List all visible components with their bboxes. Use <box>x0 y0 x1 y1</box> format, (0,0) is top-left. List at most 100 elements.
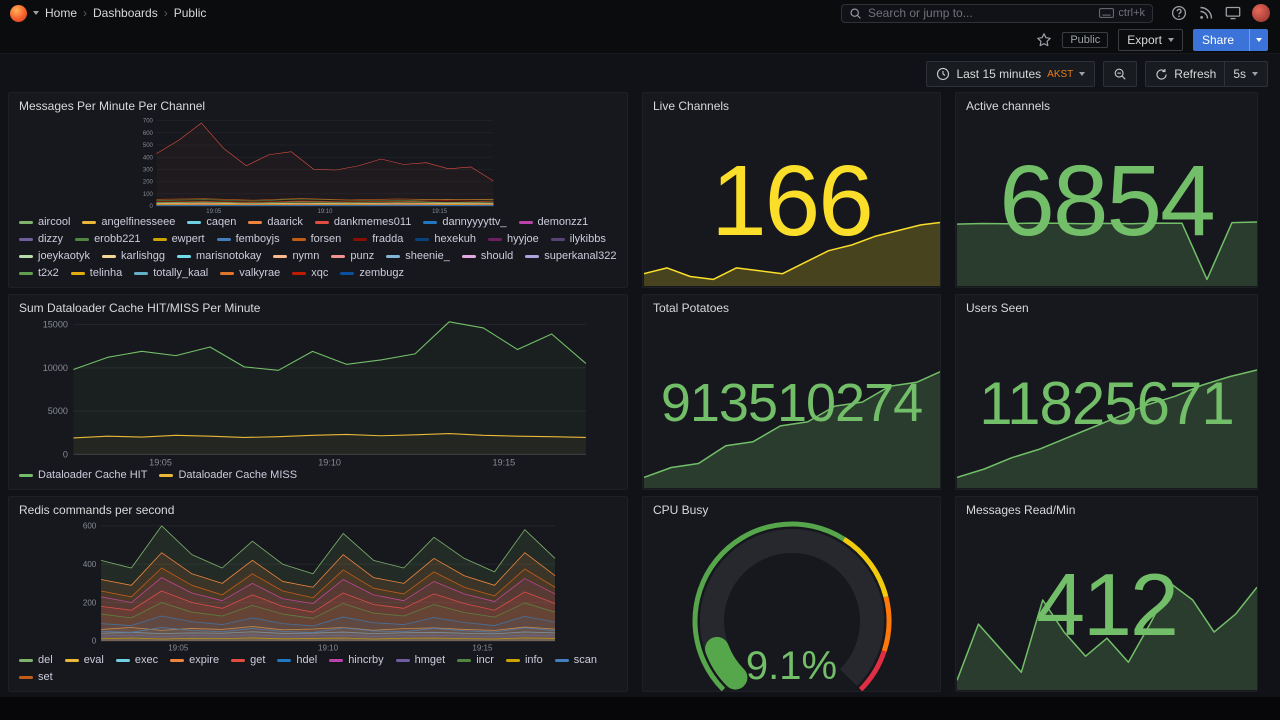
legend-item[interactable]: t2x2 <box>19 266 59 281</box>
legend-item[interactable]: valkyrae <box>220 266 280 281</box>
legend-item[interactable]: fradda <box>353 232 403 247</box>
legend-swatch <box>505 659 520 662</box>
legend-item[interactable]: aircool <box>19 215 70 230</box>
panel-title[interactable]: Redis commands per second <box>19 503 175 517</box>
legend-label: forsen <box>310 233 342 245</box>
legend-label: marisnotokay <box>196 250 262 262</box>
legend-item[interactable]: info <box>505 653 543 668</box>
legend-item[interactable]: ilykibbs <box>550 232 606 247</box>
panel-title[interactable]: Active channels <box>966 99 1051 113</box>
panel-title[interactable]: Users Seen <box>966 301 1029 315</box>
legend-label: hmget <box>414 654 446 666</box>
svg-text:19:10: 19:10 <box>317 209 333 215</box>
share-menu-toggle[interactable] <box>1249 28 1268 51</box>
zoom-out-button[interactable] <box>1103 61 1138 87</box>
search-input[interactable]: Search or jump to... ctrl+k <box>841 3 1153 23</box>
legend-item[interactable]: marisnotokay <box>177 249 261 264</box>
panel-title[interactable]: CPU Busy <box>653 503 709 517</box>
share-button[interactable]: Share <box>1192 28 1268 51</box>
legend-item[interactable]: hmget <box>395 653 446 668</box>
legend-label: hincrby <box>348 654 384 666</box>
svg-text:100: 100 <box>143 192 154 198</box>
legend-label: exec <box>134 654 159 666</box>
legend-item[interactable]: femboyjs <box>216 232 280 247</box>
dashboard-tag[interactable]: Public <box>1062 31 1109 48</box>
legend-item[interactable]: Dataloader Cache HIT <box>19 468 147 483</box>
legend-item[interactable]: zembugz <box>340 266 404 281</box>
legend-item[interactable]: hdel <box>277 653 317 668</box>
breadcrumb-dashboards[interactable]: Dashboards <box>93 6 158 20</box>
legend-item[interactable]: erobb221 <box>75 232 141 247</box>
breadcrumb-public[interactable]: Public <box>173 6 207 20</box>
share-label: Share <box>1201 32 1234 47</box>
refresh-interval[interactable]: 5s <box>1233 67 1246 81</box>
legend-swatch <box>518 221 533 224</box>
news-icon[interactable] <box>1198 5 1214 21</box>
panel-title[interactable]: Sum Dataloader Cache HIT/MISS Per Minute <box>19 301 261 315</box>
chevron-down-icon[interactable] <box>33 11 39 15</box>
legend-item[interactable]: forsen <box>291 232 342 247</box>
svg-text:19:05: 19:05 <box>149 457 172 467</box>
legend-item[interactable]: karlishgg <box>101 249 165 264</box>
time-range-picker[interactable]: Last 15 minutes AKST <box>926 61 1096 87</box>
display-icon[interactable] <box>1225 5 1241 21</box>
legend-item[interactable]: totally_kaal <box>134 266 208 281</box>
chevron-down-icon <box>1079 72 1086 76</box>
legend-item[interactable]: del <box>19 653 53 668</box>
legend-label: ewpert <box>171 233 205 245</box>
messages-per-minute-chart[interactable]: 0 100 200 300 400 500 600 700 19:05 19:10 19:15 <box>11 117 621 215</box>
panel-live-channels: Live Channels 166 <box>642 92 941 288</box>
panel-title[interactable]: Total Potatoes <box>653 301 730 315</box>
legend-item[interactable]: Dataloader Cache MISS <box>159 468 297 483</box>
time-controls: Last 15 minutes AKST Refresh 5s <box>0 54 1280 90</box>
legend-item[interactable]: demonzz1 <box>518 215 588 230</box>
divider <box>1224 62 1226 86</box>
breadcrumb-home[interactable]: Home <box>45 6 78 20</box>
legend-item[interactable]: expire <box>170 653 219 668</box>
legend-label: femboyjs <box>235 233 280 245</box>
legend-item[interactable]: hyyjoe <box>488 232 539 247</box>
redis-commands-chart[interactable]: 0 200 400 600 19:05 19:10 19:15 <box>11 521 621 653</box>
legend-item[interactable]: hincrby <box>329 653 384 668</box>
legend-item[interactable]: scan <box>554 653 597 668</box>
legend-item[interactable]: superkanal322 <box>525 249 616 264</box>
panel-title[interactable]: Messages Per Minute Per Channel <box>19 99 206 113</box>
legend-item[interactable]: dizzy <box>19 232 63 247</box>
export-button[interactable]: Export <box>1118 28 1183 51</box>
legend-item[interactable]: incr <box>457 653 494 668</box>
legend-swatch <box>331 255 346 258</box>
legend-item[interactable]: set <box>19 670 53 685</box>
legend-item[interactable]: should <box>461 249 513 264</box>
legend-swatch <box>187 221 202 224</box>
user-avatar[interactable] <box>1252 4 1270 22</box>
legend-item[interactable]: angelfinesseee <box>82 215 175 230</box>
legend-item[interactable]: caqen <box>187 215 236 230</box>
legend-item[interactable]: sheenie_ <box>386 249 450 264</box>
legend-item[interactable]: punz <box>331 249 374 264</box>
panel-cpu-busy: CPU Busy 9.1% <box>642 496 941 692</box>
legend-item[interactable]: nymn <box>273 249 319 264</box>
legend-item[interactable]: get <box>231 653 265 668</box>
legend-item[interactable]: daarick <box>248 215 303 230</box>
panel-title[interactable]: Messages Read/Min <box>966 503 1076 517</box>
legend-item[interactable]: xqc <box>292 266 328 281</box>
search-placeholder: Search or jump to... <box>868 6 973 20</box>
chevron-down-icon <box>1256 37 1262 42</box>
legend-item[interactable]: eval <box>64 653 104 668</box>
legend-item[interactable]: hexekuh <box>415 232 476 247</box>
clock-icon <box>937 67 950 81</box>
help-icon[interactable] <box>1171 5 1187 21</box>
grafana-logo[interactable] <box>10 4 27 22</box>
refresh-button[interactable]: Refresh 5s <box>1145 61 1268 87</box>
legend-item[interactable]: dannyyyyttv_ <box>423 215 507 230</box>
legend-item[interactable]: joeykaotyk <box>19 249 90 264</box>
star-icon[interactable] <box>1036 32 1052 48</box>
legend-item[interactable]: dankmemes011 <box>314 215 411 230</box>
legend-swatch <box>19 676 33 679</box>
legend-item[interactable]: ewpert <box>152 232 205 247</box>
panel-title[interactable]: Live Channels <box>653 99 730 113</box>
dataloader-cache-chart[interactable]: 0 5000 10000 15000 19:05 19:10 19:15 <box>11 319 621 468</box>
legend-redis: del eval exec expire get hdel hincrby hmget incr… <box>9 653 627 691</box>
legend-item[interactable]: telinha <box>70 266 122 281</box>
legend-item[interactable]: exec <box>115 653 159 668</box>
